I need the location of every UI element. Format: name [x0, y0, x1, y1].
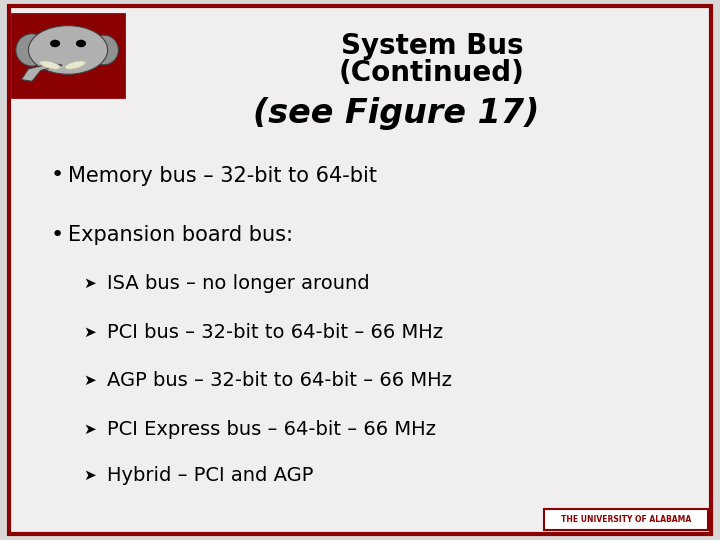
- Text: •: •: [50, 165, 63, 186]
- Text: ➤: ➤: [83, 276, 96, 291]
- Polygon shape: [22, 64, 62, 82]
- Text: •: •: [50, 225, 63, 245]
- Text: ➤: ➤: [83, 373, 96, 388]
- Text: PCI bus – 32-bit to 64-bit – 66 MHz: PCI bus – 32-bit to 64-bit – 66 MHz: [107, 322, 443, 342]
- Ellipse shape: [29, 25, 108, 74]
- Circle shape: [50, 40, 60, 47]
- Text: ➤: ➤: [83, 422, 96, 437]
- Bar: [544, 509, 708, 530]
- Text: ➤: ➤: [83, 325, 96, 340]
- Bar: [12, 14, 124, 97]
- Text: THE UNIVERSITY OF ALABAMA: THE UNIVERSITY OF ALABAMA: [561, 515, 690, 524]
- Text: Memory bus – 32-bit to 64-bit: Memory bus – 32-bit to 64-bit: [68, 165, 377, 186]
- Circle shape: [76, 40, 86, 47]
- Ellipse shape: [89, 35, 119, 65]
- Text: Expansion board bus:: Expansion board bus:: [68, 225, 294, 245]
- Text: PCI Express bus – 64-bit – 66 MHz: PCI Express bus – 64-bit – 66 MHz: [107, 420, 436, 439]
- Text: Hybrid – PCI and AGP: Hybrid – PCI and AGP: [107, 465, 313, 485]
- FancyBboxPatch shape: [9, 6, 711, 534]
- Ellipse shape: [40, 61, 60, 69]
- Text: (Continued): (Continued): [339, 59, 525, 87]
- Text: AGP bus – 32-bit to 64-bit – 66 MHz: AGP bus – 32-bit to 64-bit – 66 MHz: [107, 371, 451, 390]
- Text: ➤: ➤: [83, 468, 96, 483]
- Text: System Bus: System Bus: [341, 32, 523, 60]
- Ellipse shape: [65, 61, 86, 69]
- Text: (see Figure 17): (see Figure 17): [253, 97, 539, 130]
- Text: ISA bus – no longer around: ISA bus – no longer around: [107, 274, 369, 293]
- Ellipse shape: [16, 33, 48, 66]
